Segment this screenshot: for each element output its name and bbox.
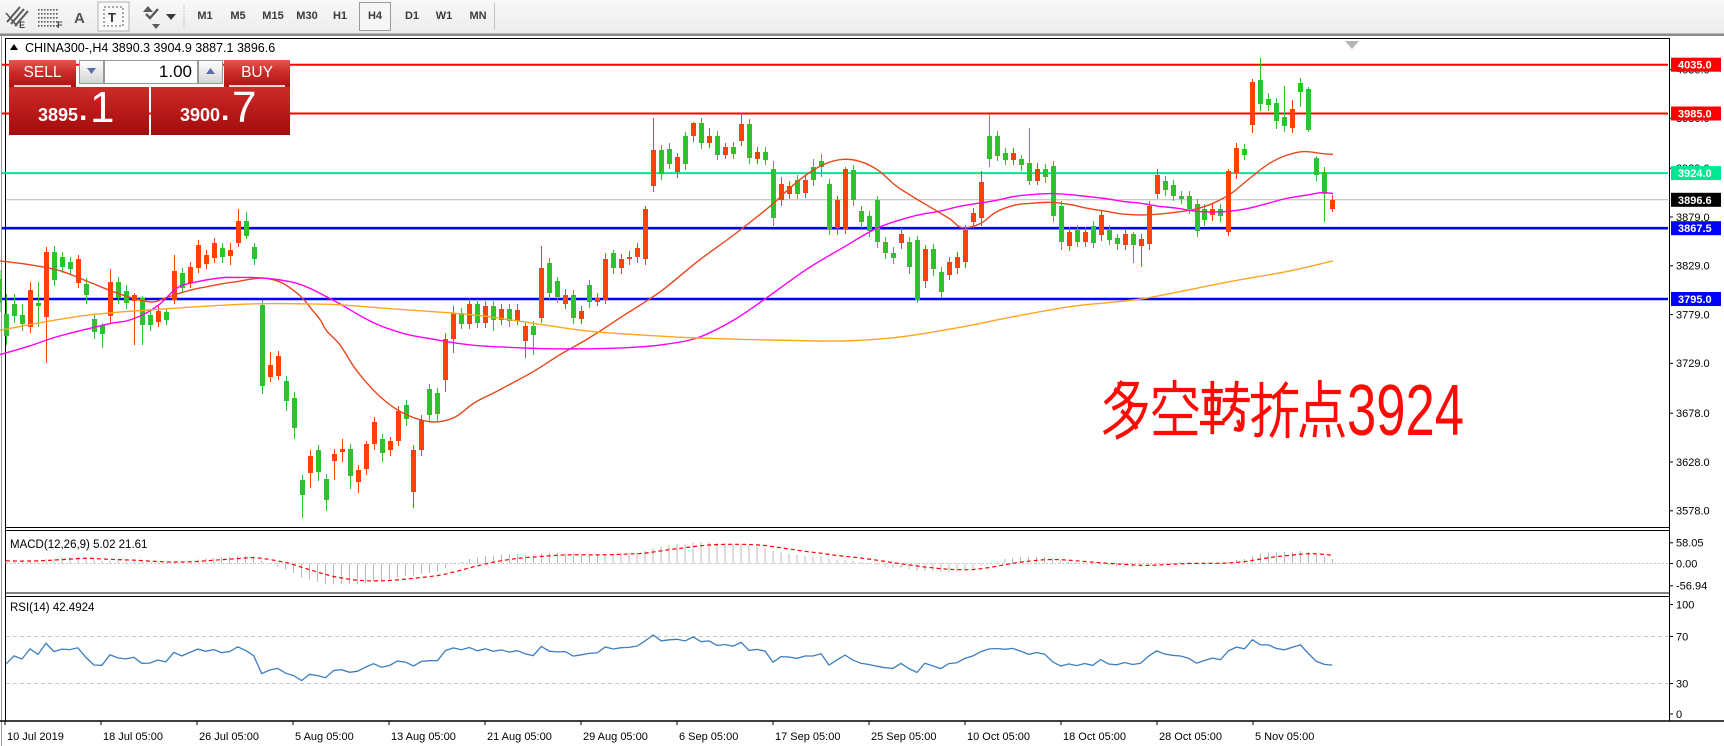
svg-text:5 Nov 05:00: 5 Nov 05:00 — [1255, 731, 1314, 743]
svg-text:100: 100 — [1676, 599, 1694, 611]
svg-text:3924.0: 3924.0 — [1678, 168, 1712, 180]
svg-text:18 Oct 05:00: 18 Oct 05:00 — [1063, 731, 1126, 743]
svg-text:58.05: 58.05 — [1676, 538, 1704, 550]
svg-text:3985.0: 3985.0 — [1678, 109, 1712, 121]
svg-text:3879.0: 3879.0 — [1676, 212, 1710, 224]
svg-text:28 Oct 05:00: 28 Oct 05:00 — [1159, 731, 1222, 743]
svg-text:RSI(14) 42.4924: RSI(14) 42.4924 — [10, 602, 95, 614]
svg-text:3779.0: 3779.0 — [1676, 309, 1710, 321]
svg-text:21 Aug 05:00: 21 Aug 05:00 — [487, 731, 552, 743]
svg-text:70: 70 — [1676, 631, 1688, 643]
svg-text:6 Sep 05:00: 6 Sep 05:00 — [679, 731, 738, 743]
svg-text:3867.5: 3867.5 — [1678, 223, 1712, 235]
svg-text:10 Jul 2019: 10 Jul 2019 — [7, 731, 64, 743]
svg-text:30: 30 — [1676, 678, 1688, 690]
svg-text:5 Aug 05:00: 5 Aug 05:00 — [295, 731, 354, 743]
svg-text:F: F — [57, 20, 63, 30]
svg-text:MACD(12,26,9) 5.02 21.61: MACD(12,26,9) 5.02 21.61 — [10, 539, 147, 551]
svg-text:3829.0: 3829.0 — [1676, 261, 1710, 273]
svg-text:3578.0: 3578.0 — [1676, 506, 1710, 518]
svg-text:29 Aug 05:00: 29 Aug 05:00 — [583, 731, 648, 743]
svg-text:3896.6: 3896.6 — [1678, 195, 1712, 207]
svg-text:-56.94: -56.94 — [1676, 581, 1707, 593]
svg-text:3924: 3924 — [1347, 371, 1464, 451]
svg-text:A: A — [74, 10, 85, 27]
svg-text:3729.0: 3729.0 — [1676, 358, 1710, 370]
svg-text:3678.0: 3678.0 — [1676, 408, 1710, 420]
svg-text:4035.0: 4035.0 — [1678, 60, 1712, 72]
svg-text:25 Sep 05:00: 25 Sep 05:00 — [871, 731, 936, 743]
svg-text:T: T — [108, 10, 116, 25]
svg-text:E: E — [19, 20, 25, 30]
svg-text:CHINA300-,H4 3890.3 3904.9 38: CHINA300-,H4 3890.3 3904.9 3887.1 3896.6 — [25, 41, 275, 55]
svg-text:18 Jul 05:00: 18 Jul 05:00 — [103, 731, 163, 743]
svg-text:0: 0 — [1676, 709, 1682, 721]
svg-text:10 Oct 05:00: 10 Oct 05:00 — [967, 731, 1030, 743]
svg-text:3628.0: 3628.0 — [1676, 457, 1710, 469]
svg-text:0.00: 0.00 — [1676, 558, 1697, 570]
svg-text:3795.0: 3795.0 — [1678, 294, 1712, 306]
svg-text:13 Aug 05:00: 13 Aug 05:00 — [391, 731, 456, 743]
svg-text:17 Sep 05:00: 17 Sep 05:00 — [775, 731, 840, 743]
svg-text:26 Jul 05:00: 26 Jul 05:00 — [199, 731, 259, 743]
